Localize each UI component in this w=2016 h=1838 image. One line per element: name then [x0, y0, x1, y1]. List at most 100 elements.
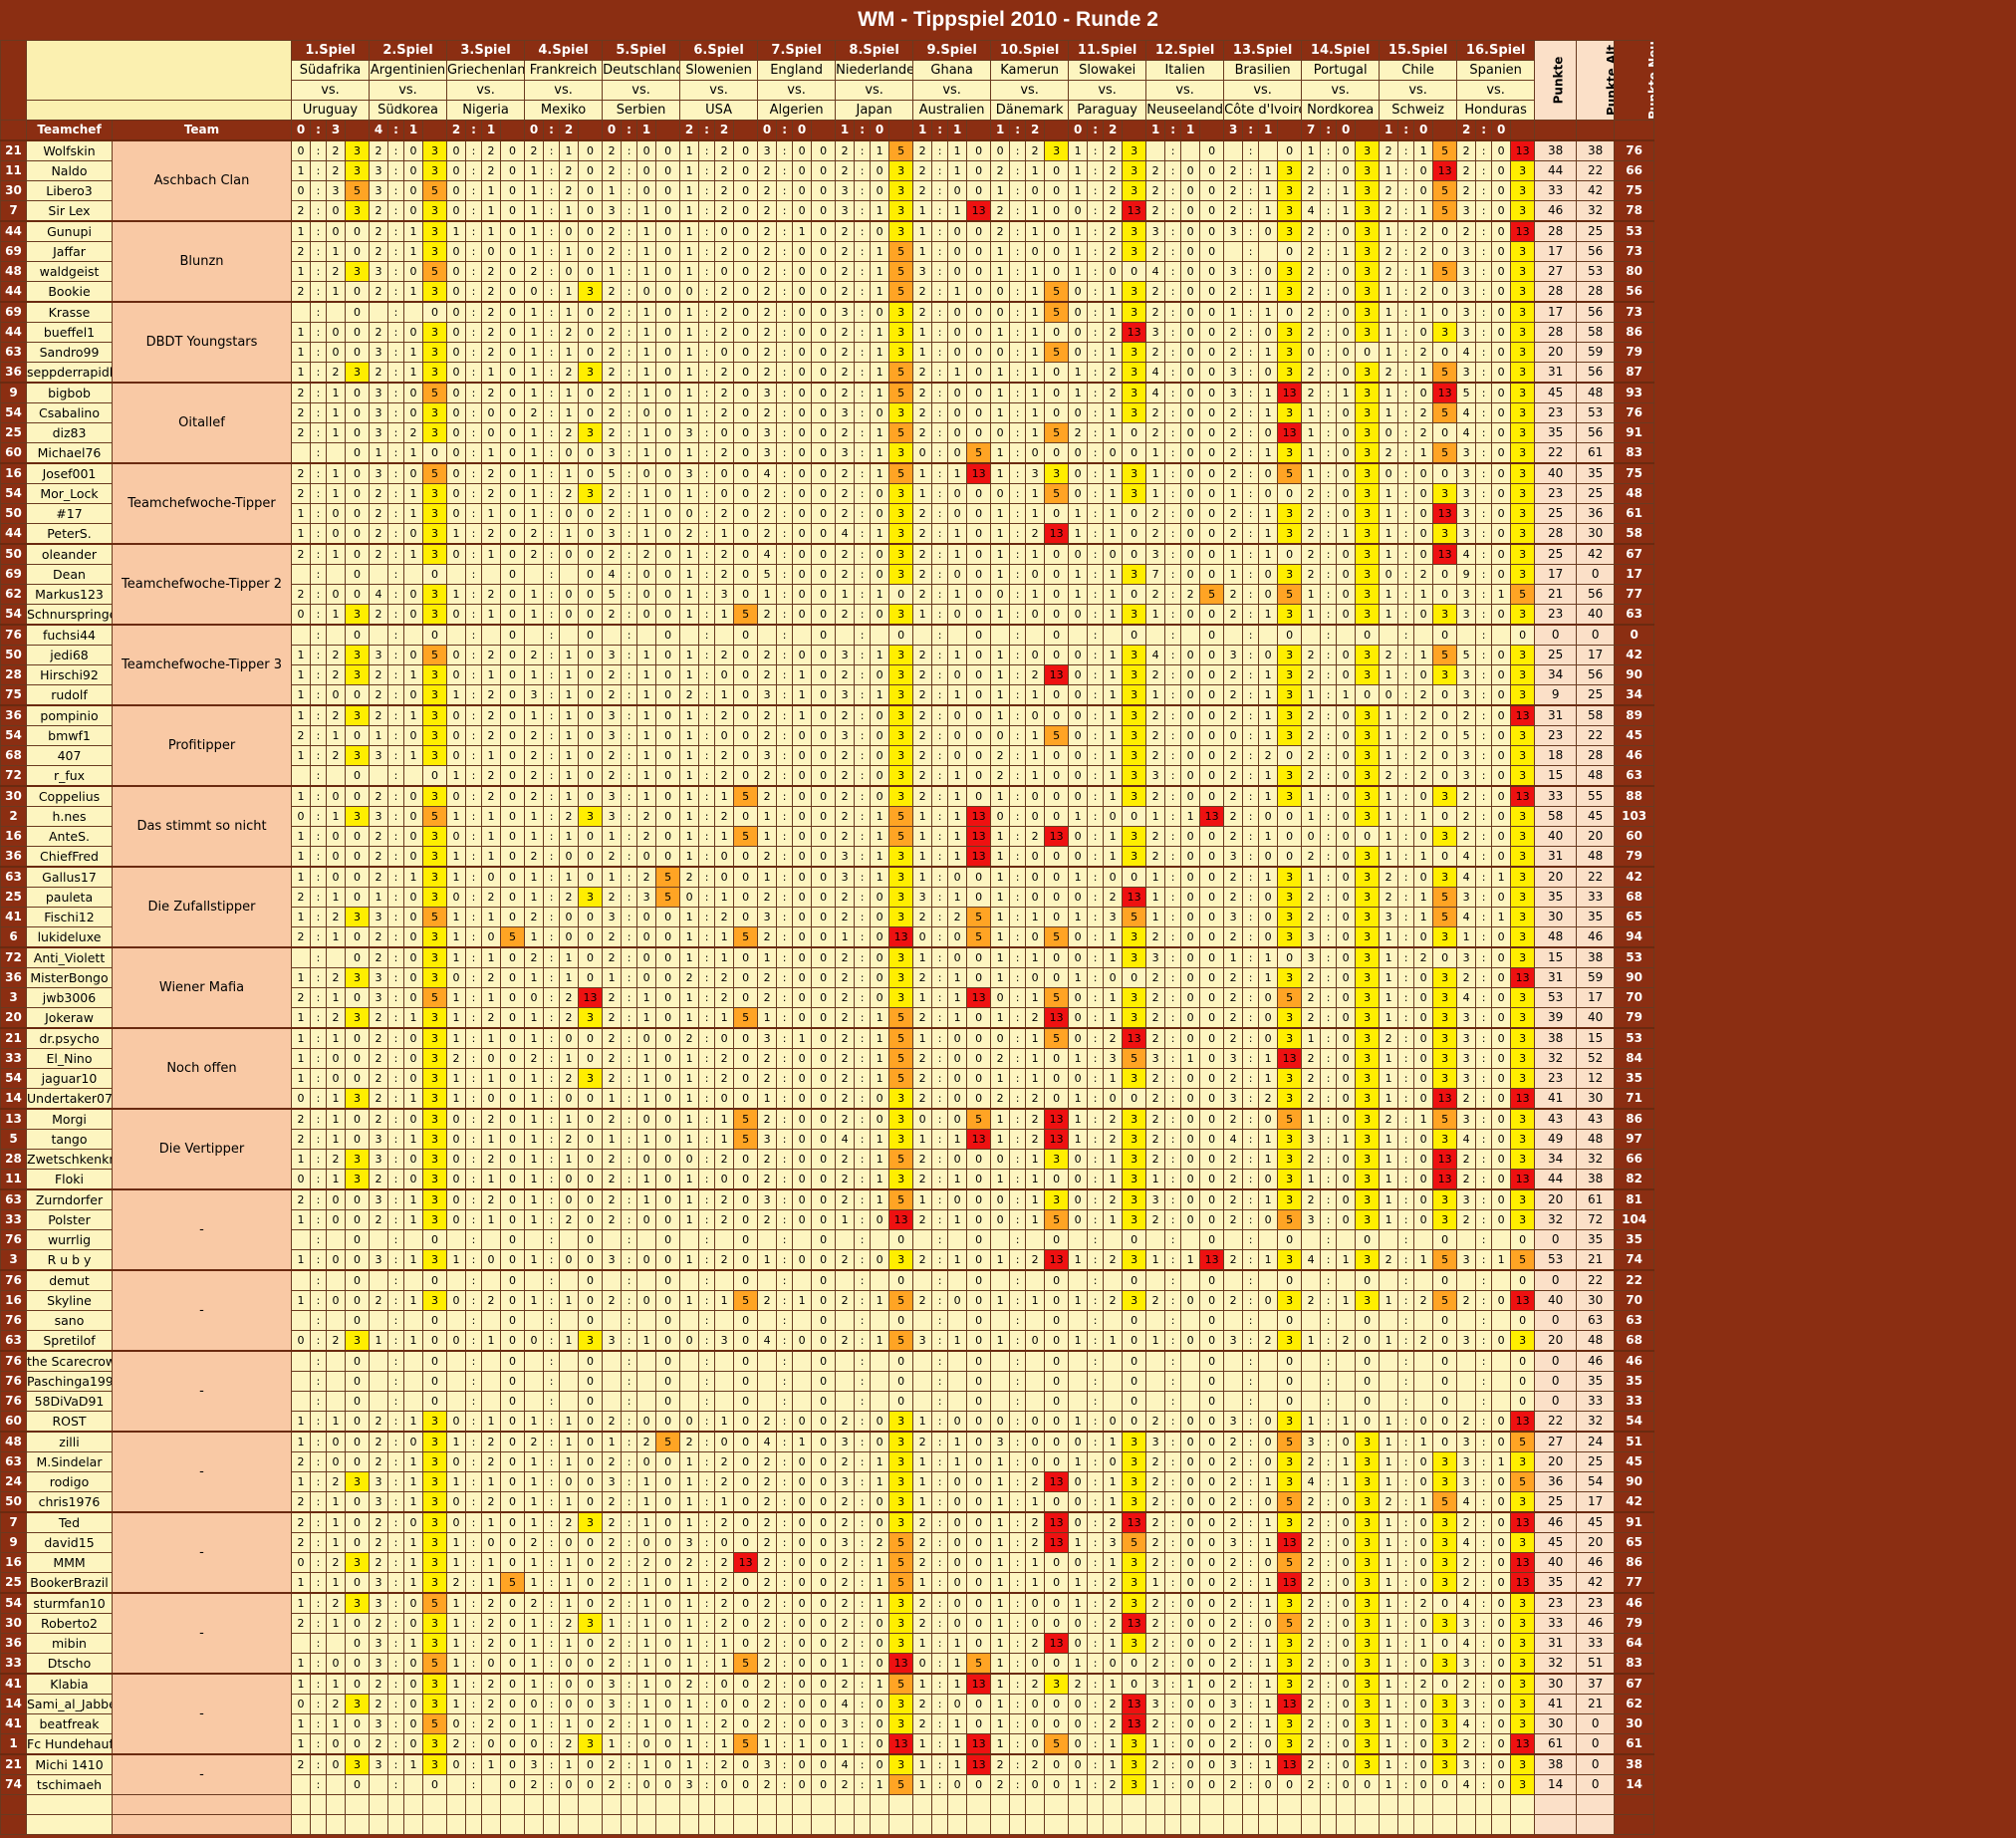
tip-away [1025, 1269, 1046, 1291]
result-away: 1 [1258, 120, 1279, 141]
tip-colon: : [854, 1330, 872, 1352]
tip-home: 2 [1301, 301, 1322, 323]
tip-away: 0 [481, 402, 502, 423]
tip-colon: : [1087, 1330, 1105, 1352]
tip-away: 0 [1258, 261, 1279, 282]
tip-home: 1 [1068, 1108, 1089, 1130]
tip-home [1301, 1310, 1322, 1331]
tip-colon: : [1087, 200, 1105, 222]
tip-points: 0 [811, 1108, 837, 1130]
tip-points: 5 [888, 826, 914, 847]
tip-away [947, 1350, 968, 1372]
tip-colon: : [387, 664, 405, 685]
tip-home: 1 [679, 785, 700, 807]
tip-colon: : [698, 322, 716, 343]
tip-colon: : [854, 483, 872, 504]
tip-home: 1 [1301, 604, 1322, 626]
tip-away: 0 [1491, 422, 1512, 443]
tip-points: 0 [1355, 1350, 1381, 1372]
tip-colon: : [698, 664, 716, 685]
tip-colon: : [465, 604, 483, 626]
rank-value: 36 [0, 362, 27, 384]
tip-colon: : [1164, 1471, 1182, 1492]
tip-colon: : [1320, 946, 1338, 968]
tip-points: 0 [811, 1169, 837, 1190]
tip-colon: : [776, 1350, 794, 1372]
tip-colon: : [854, 1290, 872, 1311]
tip-home: 2 [1223, 1249, 1244, 1271]
team-name: Noch offen [112, 1027, 292, 1110]
tip-colon: : [1242, 584, 1260, 605]
tip-colon: : [621, 543, 638, 565]
player-row: 28 Hirschi92 1:2 3 2:1 3 0:1 0 1:1 0 2:1 0 1:0 0 2:1 0 2… [0, 664, 1655, 685]
tip-colon: : [543, 503, 561, 524]
tip-home: 2 [1145, 745, 1166, 766]
tip-points: 0 [811, 907, 837, 927]
tip-points: 0 [1432, 462, 1458, 484]
tip-away: 1 [947, 987, 968, 1008]
rank-value: 44 [0, 220, 27, 242]
tip-away: 2 [1413, 684, 1434, 706]
tip-colon: : [931, 261, 949, 282]
tip-colon: : [1164, 846, 1182, 868]
teamchef-name: Hirschi92 [26, 664, 113, 685]
tip-colon: : [1087, 1068, 1105, 1089]
tip-home: 1 [757, 826, 778, 847]
tip-colon: : [698, 1188, 716, 1210]
tip-away: 1 [1103, 564, 1124, 585]
tip-points: 0 [655, 1269, 681, 1291]
tip-colon: : [1164, 704, 1182, 726]
tip-home: 1 [835, 1209, 856, 1230]
tip-points: 0 [1199, 1229, 1225, 1250]
player-row: 11 Floki 0:1 3 2:0 3 0:1 0 1:0 0 2:1 0 1:0 0 2:0 0 2:1 3 2… [0, 1169, 1655, 1190]
tip-home: 2 [291, 1511, 311, 1533]
tip-away: 3 [1103, 907, 1124, 927]
tip-points: 3 [1277, 1471, 1303, 1492]
tip-points: 0 [1122, 523, 1147, 545]
player-row: 30 Libero3 0:3 5 3:0 5 0:1 0 1:2 0 1:0 0 1:2 0 2:0 0 3:0… [0, 180, 1655, 201]
tip-points: 0 [655, 1491, 681, 1513]
tip-colon: : [776, 1511, 794, 1533]
tip-home [679, 1229, 700, 1250]
result-neu-blank [1614, 120, 1655, 141]
tip-colon: : [1009, 725, 1027, 746]
tip-points: 0 [655, 1310, 681, 1331]
tip-points: 0 [578, 604, 604, 626]
tip-colon: : [1164, 624, 1182, 646]
tip-home: 2 [602, 422, 623, 443]
tip-home: 2 [835, 483, 856, 504]
tip-colon: : [776, 1411, 794, 1433]
tip-points: 3 [422, 1088, 448, 1110]
tip-points: 0 [966, 887, 992, 908]
tip-colon: : [931, 765, 949, 787]
tip-home: 2 [369, 1088, 389, 1110]
tip-home [1456, 624, 1477, 646]
tip-home: 1 [1379, 1149, 1399, 1170]
tip-home: 2 [1456, 1411, 1477, 1433]
tip-home: 2 [1145, 301, 1166, 323]
points-alt-value: 53 [1576, 402, 1616, 423]
tip-home: 1 [1068, 564, 1089, 585]
tip-colon: : [387, 220, 405, 242]
tip-points: 0 [1199, 1088, 1225, 1110]
tip-colon: : [698, 342, 716, 363]
tip-away: 2 [714, 402, 735, 423]
rank-value: 41 [0, 907, 27, 927]
tip-colon: : [1164, 1088, 1182, 1110]
tip-home: 0 [679, 281, 700, 303]
tip-home: 2 [1223, 664, 1244, 685]
tip-away: 2 [1413, 745, 1434, 766]
tip-away: 0 [1180, 160, 1201, 181]
tip-home: 2 [835, 745, 856, 766]
tip-away: 1 [481, 442, 502, 464]
tip-away: 0 [714, 1169, 735, 1190]
tip-points: 3 [1355, 442, 1381, 464]
tip-home: 3 [1456, 1330, 1477, 1352]
tip-points: 3 [888, 200, 914, 222]
tip-points: 3 [1122, 1491, 1147, 1513]
tip-home: 3 [1456, 301, 1477, 323]
tip-home: 2 [524, 261, 545, 282]
tip-home: 0 [679, 1149, 700, 1170]
tip-points: 5 [422, 645, 448, 665]
tip-points: 3 [1355, 664, 1381, 685]
